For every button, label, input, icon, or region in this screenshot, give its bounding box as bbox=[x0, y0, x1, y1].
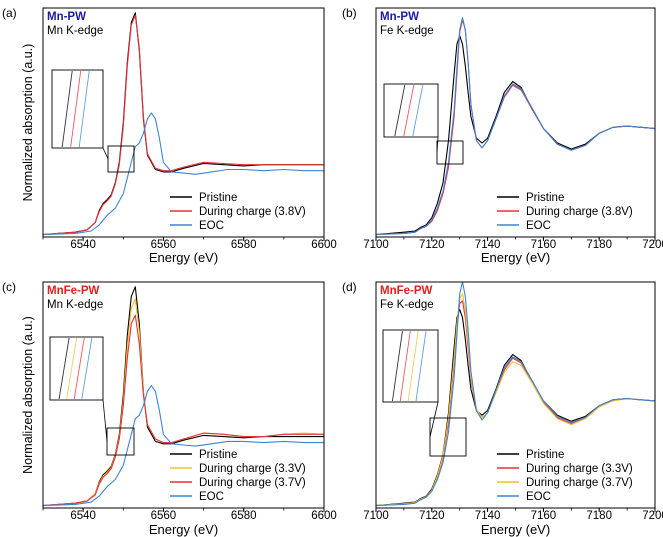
panel-label: (d) bbox=[342, 280, 357, 294]
legend-entry: Pristine bbox=[526, 449, 564, 461]
x-tick-label: 7100 bbox=[363, 510, 389, 522]
x-tick-label: 6540 bbox=[70, 510, 96, 522]
zoom-inset-line bbox=[412, 84, 424, 137]
panel-subtitle: Fe K-edge bbox=[380, 25, 434, 37]
zoom-inset-line bbox=[403, 84, 415, 137]
legend-entry: Pristine bbox=[199, 192, 237, 204]
x-tick-label: 7200 bbox=[642, 510, 663, 522]
series-group bbox=[43, 286, 324, 507]
zoom-inset-line bbox=[394, 84, 406, 137]
x-tick-label: 7140 bbox=[475, 510, 501, 522]
zoom-inset-line bbox=[407, 330, 419, 402]
series-line bbox=[376, 17, 655, 236]
legend-entry: Pristine bbox=[199, 449, 237, 461]
panel-label: (a) bbox=[2, 6, 17, 20]
zoom-inset-line bbox=[81, 337, 93, 400]
zoom-connector bbox=[436, 136, 439, 153]
legend-entry: EOC bbox=[199, 491, 224, 503]
zoom-connector bbox=[102, 147, 109, 160]
x-tick-label: 7160 bbox=[531, 239, 557, 251]
panel-title: Mn-PW bbox=[47, 11, 86, 23]
x-tick-label: 6580 bbox=[231, 239, 257, 251]
x-axis-label: Energy (eV) bbox=[149, 522, 218, 537]
legend-entry: EOC bbox=[526, 491, 551, 503]
series-line bbox=[43, 14, 324, 236]
series-group bbox=[376, 282, 655, 507]
x-tick-label: 6580 bbox=[231, 510, 257, 522]
panel-label: (b) bbox=[342, 6, 357, 20]
legend-entry: During charge (3.8V) bbox=[199, 206, 306, 218]
panel-subtitle: Mn K-edge bbox=[47, 25, 103, 37]
zoom-inset-box bbox=[51, 69, 104, 149]
plot-frame bbox=[42, 281, 325, 509]
series-group bbox=[43, 12, 324, 236]
zoom-inset-line bbox=[66, 337, 78, 400]
x-tick-label: 7120 bbox=[419, 239, 445, 251]
zoom-inset-line bbox=[73, 337, 85, 400]
panel-title: MnFe-PW bbox=[47, 285, 100, 297]
panel-title: Mn-PW bbox=[380, 11, 419, 23]
zoom-inset-line bbox=[61, 70, 73, 148]
x-tick-label: 6600 bbox=[311, 510, 337, 522]
x-tick-label: 7200 bbox=[642, 239, 663, 251]
x-axis-label: Energy (eV) bbox=[149, 250, 218, 265]
x-axis-label: Energy (eV) bbox=[481, 522, 550, 537]
y-axis-label: Normalized absorption (a.u.) bbox=[21, 316, 35, 474]
x-axis-label: Energy (eV) bbox=[481, 250, 550, 265]
x-tick-label: 6540 bbox=[70, 239, 96, 251]
series-line bbox=[43, 286, 324, 507]
zoom-inset-line bbox=[399, 330, 411, 402]
x-tick-label: 6600 bbox=[311, 239, 337, 251]
zoom-inset-line bbox=[391, 330, 403, 402]
panel-title: MnFe-PW bbox=[380, 285, 433, 297]
legend-entry: During charge (3.3V) bbox=[526, 463, 633, 475]
legend-entry: During charge (3.7V) bbox=[526, 477, 633, 489]
legend-entry: EOC bbox=[526, 220, 551, 232]
series-line bbox=[376, 282, 655, 507]
zoom-inset-box bbox=[49, 336, 104, 401]
x-tick-label: 6560 bbox=[151, 510, 177, 522]
legend-entry: During charge (3.3V) bbox=[199, 463, 306, 475]
x-tick-label: 7180 bbox=[586, 510, 612, 522]
series-group bbox=[376, 17, 655, 236]
panel-subtitle: Fe K-edge bbox=[380, 299, 434, 311]
panel-label: (c) bbox=[2, 280, 16, 294]
x-tick-label: 7160 bbox=[531, 510, 557, 522]
legend-entry: During charge (3.8V) bbox=[526, 206, 633, 218]
plot-frame bbox=[42, 7, 325, 238]
series-line bbox=[43, 314, 324, 507]
chart-panel: 6540 6560 6580 6600 Energy (eV) Normalized ab… bbox=[2, 6, 337, 265]
x-tick-label: 7100 bbox=[363, 239, 389, 251]
zoom-connector bbox=[429, 401, 439, 438]
zoom-inset-line bbox=[58, 337, 70, 400]
x-tick-label: 7120 bbox=[419, 510, 445, 522]
zoom-inset-box bbox=[382, 329, 439, 403]
x-tick-label: 7140 bbox=[475, 239, 501, 251]
zoom-inset-line bbox=[78, 70, 90, 148]
legend-entry: During charge (3.7V) bbox=[199, 477, 306, 489]
x-tick-label: 6560 bbox=[151, 239, 177, 251]
panel-subtitle: Mn K-edge bbox=[47, 299, 103, 311]
y-axis-label: Normalized absorption (a.u.) bbox=[21, 44, 35, 202]
x-tick-label: 7180 bbox=[586, 239, 612, 251]
zoom-connector bbox=[102, 399, 108, 442]
zoom-inset-line bbox=[70, 70, 82, 148]
series-line bbox=[43, 384, 324, 507]
series-line bbox=[43, 112, 324, 236]
chart-panel: 7100 7120 7140 7160 7180 7200 Energy (eV) (b) Mn… bbox=[342, 6, 663, 265]
legend-entry: Pristine bbox=[526, 192, 564, 204]
zoom-inset-box bbox=[383, 83, 439, 138]
chart-panel: 6540 6560 6580 6600 Energy (eV) Normalized ab… bbox=[2, 280, 337, 537]
legend-entry: EOC bbox=[199, 220, 224, 232]
zoom-inset-line bbox=[415, 330, 427, 402]
chart-panel: 7100 7120 7140 7160 7180 7200 Energy (eV) (d) Mn… bbox=[342, 280, 663, 537]
